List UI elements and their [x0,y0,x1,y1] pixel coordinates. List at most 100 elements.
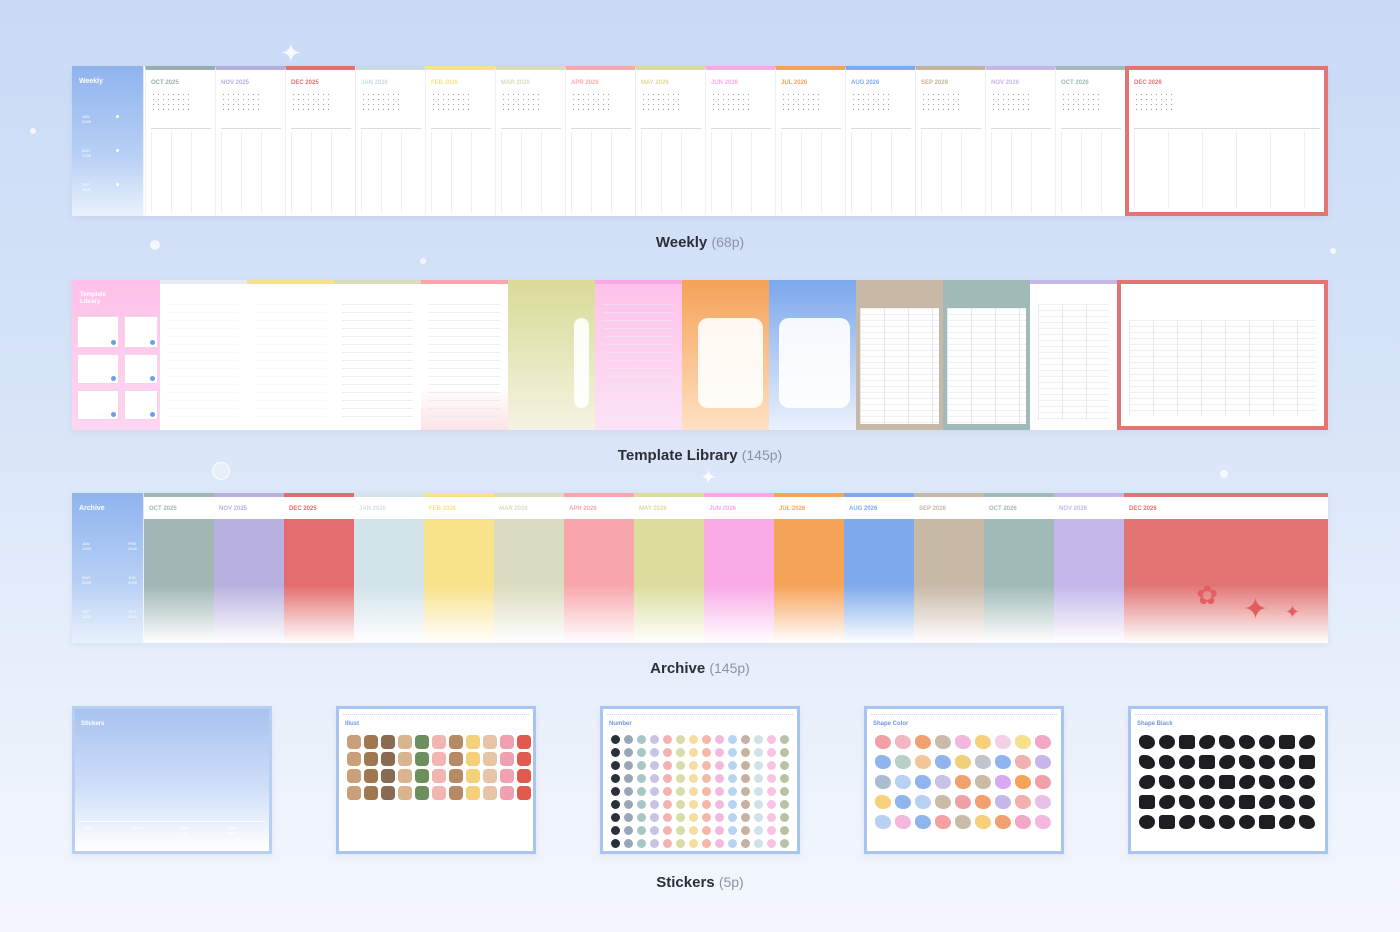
illust-sticker-icon[interactable] [415,735,429,749]
index-cell[interactable]: FEB 2026 [128,541,137,551]
number-sticker-icon[interactable] [780,852,789,854]
index-cell[interactable]: JAN 2026 [82,114,91,124]
number-sticker-icon[interactable] [780,787,789,796]
number-sticker-icon[interactable] [650,748,659,757]
number-sticker-icon[interactable] [637,800,646,809]
illust-sticker-icon[interactable] [364,752,378,766]
number-sticker-icon[interactable] [702,774,711,783]
number-sticker-icon[interactable] [767,826,776,835]
illust-sticker-icon[interactable] [466,769,480,783]
black-shape-sticker-icon[interactable] [1219,795,1235,809]
illust-sticker-icon[interactable] [449,752,463,766]
black-shape-sticker-icon[interactable] [1199,735,1215,749]
number-sticker-icon[interactable] [650,826,659,835]
number-sticker-icon[interactable] [741,852,750,854]
number-sticker-icon[interactable] [611,800,620,809]
template-page-blank[interactable] [247,280,334,430]
number-sticker-icon[interactable] [754,774,763,783]
number-sticker-icon[interactable] [754,735,763,744]
number-sticker-icon[interactable] [754,852,763,854]
color-shape-sticker-icon[interactable] [895,775,911,789]
number-sticker-icon[interactable] [754,787,763,796]
black-shape-sticker-icon[interactable] [1159,775,1175,789]
black-shape-sticker-icon[interactable] [1259,815,1275,829]
number-sticker-icon[interactable] [637,748,646,757]
archive-month-page[interactable]: APR 2026 [564,493,634,643]
illust-sticker-icon[interactable] [517,786,531,800]
black-shape-sticker-icon[interactable] [1179,735,1195,749]
illust-sticker-icon[interactable] [517,735,531,749]
number-sticker-icon[interactable] [728,787,737,796]
number-sticker-icon[interactable] [767,800,776,809]
number-sticker-icon[interactable] [624,735,633,744]
number-sticker-icon[interactable] [663,787,672,796]
template-page-lined[interactable] [421,280,508,430]
number-sticker-icon[interactable] [754,826,763,835]
black-shape-sticker-icon[interactable] [1239,775,1255,789]
number-sticker-icon[interactable] [637,735,646,744]
number-sticker-icon[interactable] [663,826,672,835]
number-sticker-icon[interactable] [741,813,750,822]
index-cell[interactable]: JUN 2026 [128,575,137,585]
color-shape-sticker-icon[interactable] [875,755,891,769]
illust-sticker-icon[interactable] [449,735,463,749]
stickers-shape-color-panel[interactable]: Shape Color [864,706,1064,854]
illust-sticker-icon[interactable] [466,786,480,800]
number-sticker-icon[interactable] [650,761,659,770]
number-sticker-icon[interactable] [780,813,789,822]
template-page-cover[interactable] [595,280,682,430]
number-sticker-icon[interactable] [780,839,789,848]
number-sticker-icon[interactable] [767,748,776,757]
black-shape-sticker-icon[interactable] [1279,815,1295,829]
number-sticker-icon[interactable] [728,735,737,744]
color-shape-sticker-icon[interactable] [915,795,931,809]
stickers-number-panel[interactable]: Number [600,706,800,854]
number-sticker-icon[interactable] [650,852,659,854]
sticker-category-link[interactable]: Number [131,825,146,830]
color-shape-sticker-icon[interactable] [995,795,1011,809]
index-cell[interactable]: SEP 2026 [82,609,91,619]
color-shape-sticker-icon[interactable] [995,815,1011,829]
illust-sticker-icon[interactable] [347,769,361,783]
weekly-month-page[interactable]: JUL 2026 [775,66,845,216]
weekly-month-page[interactable]: FEB 2026 [425,66,495,216]
number-sticker-icon[interactable] [780,761,789,770]
illust-sticker-icon[interactable] [381,735,395,749]
template-page-blank[interactable] [160,280,247,430]
number-sticker-icon[interactable] [715,787,724,796]
archive-month-page[interactable]: NOV 2025 [214,493,284,643]
number-sticker-icon[interactable] [663,813,672,822]
illust-sticker-icon[interactable] [347,786,361,800]
number-sticker-icon[interactable] [637,787,646,796]
number-sticker-icon[interactable] [624,839,633,848]
number-sticker-icon[interactable] [780,735,789,744]
number-sticker-icon[interactable] [754,839,763,848]
template-page-yearly[interactable] [1117,280,1328,430]
number-sticker-icon[interactable] [624,826,633,835]
number-sticker-icon[interactable] [676,813,685,822]
color-shape-sticker-icon[interactable] [955,815,971,829]
number-sticker-icon[interactable] [676,826,685,835]
weekly-month-page[interactable]: OCT 2025 [145,66,215,216]
number-sticker-icon[interactable] [624,800,633,809]
number-sticker-icon[interactable] [676,761,685,770]
color-shape-sticker-icon[interactable] [1015,795,1031,809]
weekly-month-page[interactable]: DEC 2026 [1125,66,1328,216]
illust-sticker-icon[interactable] [483,752,497,766]
number-sticker-icon[interactable] [611,787,620,796]
number-sticker-icon[interactable] [650,800,659,809]
color-shape-sticker-icon[interactable] [975,815,991,829]
number-sticker-icon[interactable] [754,748,763,757]
template-thumb[interactable] [124,390,158,420]
number-sticker-icon[interactable] [715,813,724,822]
weekly-month-page[interactable]: MAY 2026 [635,66,705,216]
number-sticker-icon[interactable] [637,839,646,848]
black-shape-sticker-icon[interactable] [1159,795,1175,809]
number-sticker-icon[interactable] [689,800,698,809]
number-sticker-icon[interactable] [689,761,698,770]
number-sticker-icon[interactable] [702,839,711,848]
template-thumb[interactable] [77,354,119,384]
color-shape-sticker-icon[interactable] [995,735,1011,749]
color-shape-sticker-icon[interactable] [975,755,991,769]
color-shape-sticker-icon[interactable] [935,735,951,749]
